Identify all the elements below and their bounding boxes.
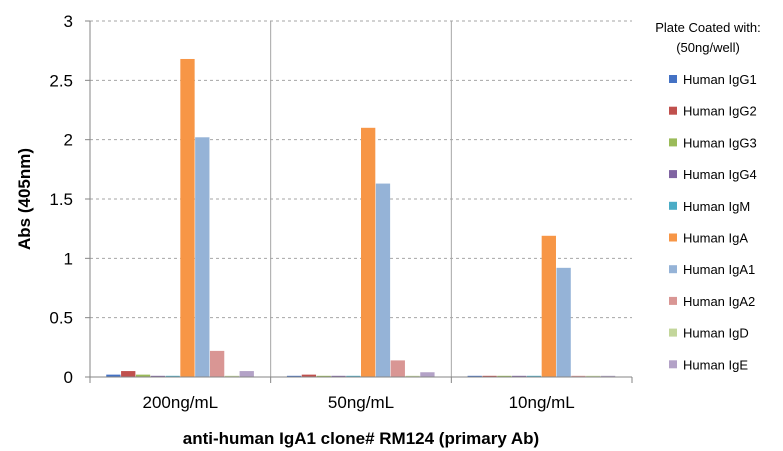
y-tick-label: 1.5 [49, 190, 73, 209]
legend-label: Human IgA2 [683, 294, 755, 309]
legend-label: Human IgE [683, 357, 748, 372]
legend-swatch [669, 328, 677, 337]
legend-label: Human IgG2 [683, 104, 757, 119]
bar [195, 137, 210, 377]
bar [526, 375, 542, 377]
bar [121, 371, 136, 377]
bar [571, 375, 586, 377]
legend-label: Human IgD [683, 326, 749, 341]
bar [482, 375, 497, 377]
legend-title-line1: Plate Coated with: [655, 20, 761, 35]
bar [512, 375, 527, 377]
bar [361, 127, 376, 377]
bar [316, 375, 331, 377]
bar [209, 350, 225, 377]
y-tick-label: 0.5 [49, 309, 73, 328]
legend-swatch [669, 265, 677, 274]
bar [467, 375, 482, 377]
bar [497, 375, 512, 377]
bar [586, 375, 601, 377]
y-tick-label: 0 [64, 368, 73, 387]
bar [556, 267, 571, 377]
legend-swatch [669, 201, 677, 210]
legend-label: Human IgA1 [683, 262, 755, 277]
legend-label: Human IgG3 [683, 135, 757, 150]
bar [180, 58, 195, 377]
bar [301, 374, 317, 377]
legend-swatch [669, 233, 677, 242]
legend-label: Human IgG4 [683, 167, 757, 182]
x-category-label: 10ng/mL [509, 393, 575, 412]
legend-swatch [669, 75, 677, 83]
x-category-label: 200ng/mL [143, 393, 219, 412]
bar [165, 375, 180, 377]
bar [600, 375, 616, 377]
bar [106, 374, 121, 377]
legend-swatch [669, 360, 677, 369]
bar [150, 375, 166, 377]
legend-label: Human IgA [683, 231, 748, 246]
x-axis-title: anti-human IgA1 clone# RM124 (primary Ab… [183, 429, 539, 448]
legend-swatch [669, 296, 677, 305]
axes [85, 20, 633, 383]
bar [405, 375, 420, 377]
bar [420, 372, 435, 377]
legend-items: Human IgG1 Human IgG2 Human IgG3 Human IgG4… [669, 72, 757, 372]
legend-title-line2: (50ng/well) [676, 40, 740, 55]
bar [375, 183, 391, 377]
tick-labels: 0 0.5 1 1.5 2 2.5 3 200ng/mL 50ng/mL 10ng/mL [49, 12, 574, 412]
legend-swatch [669, 138, 677, 147]
y-axis-title: Abs (405nm) [15, 148, 34, 250]
y-tick-label: 2 [64, 131, 73, 150]
y-tick-label: 2.5 [49, 71, 73, 90]
bar [331, 375, 346, 377]
y-tick-label: 3 [64, 12, 73, 31]
bars [106, 58, 616, 377]
x-category-label: 50ng/mL [328, 393, 394, 412]
legend-label: Human IgG1 [683, 72, 757, 87]
legend-swatch [669, 106, 677, 115]
bar [390, 360, 405, 377]
bar [346, 375, 361, 377]
legend-label: Human IgM [683, 199, 750, 214]
legend: Plate Coated with: (50ng/well) Human IgG… [655, 20, 761, 372]
bar [224, 375, 240, 377]
y-tick-label: 1 [64, 249, 73, 268]
bar [541, 235, 556, 377]
bar [286, 375, 302, 377]
bar [135, 374, 151, 377]
bar [239, 371, 254, 377]
legend-swatch [669, 170, 677, 179]
